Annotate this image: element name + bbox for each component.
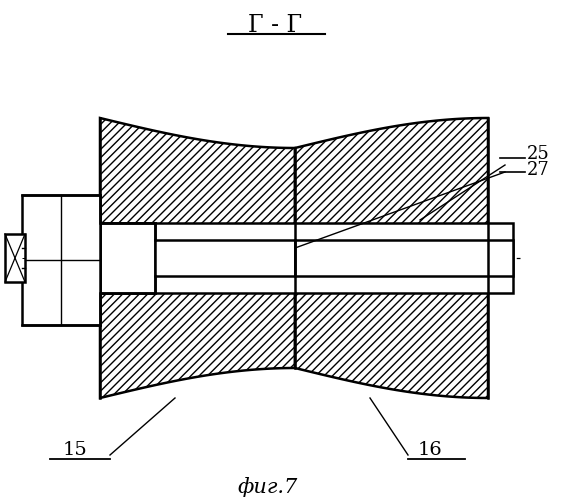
Bar (22, 195, 100, 325)
Text: 25: 25 (527, 145, 550, 163)
Bar (295, 240, 513, 276)
Text: фиг.7: фиг.7 (238, 477, 298, 497)
Text: Г - Г: Г - Г (248, 14, 302, 36)
Text: 15: 15 (63, 441, 88, 459)
Text: 16: 16 (417, 441, 442, 459)
Bar (5, 234, 25, 282)
Text: 27: 27 (527, 161, 550, 179)
Bar (100, 223, 513, 293)
Polygon shape (295, 118, 488, 398)
Polygon shape (100, 118, 295, 398)
Bar (100, 223, 155, 293)
Bar (155, 240, 295, 276)
